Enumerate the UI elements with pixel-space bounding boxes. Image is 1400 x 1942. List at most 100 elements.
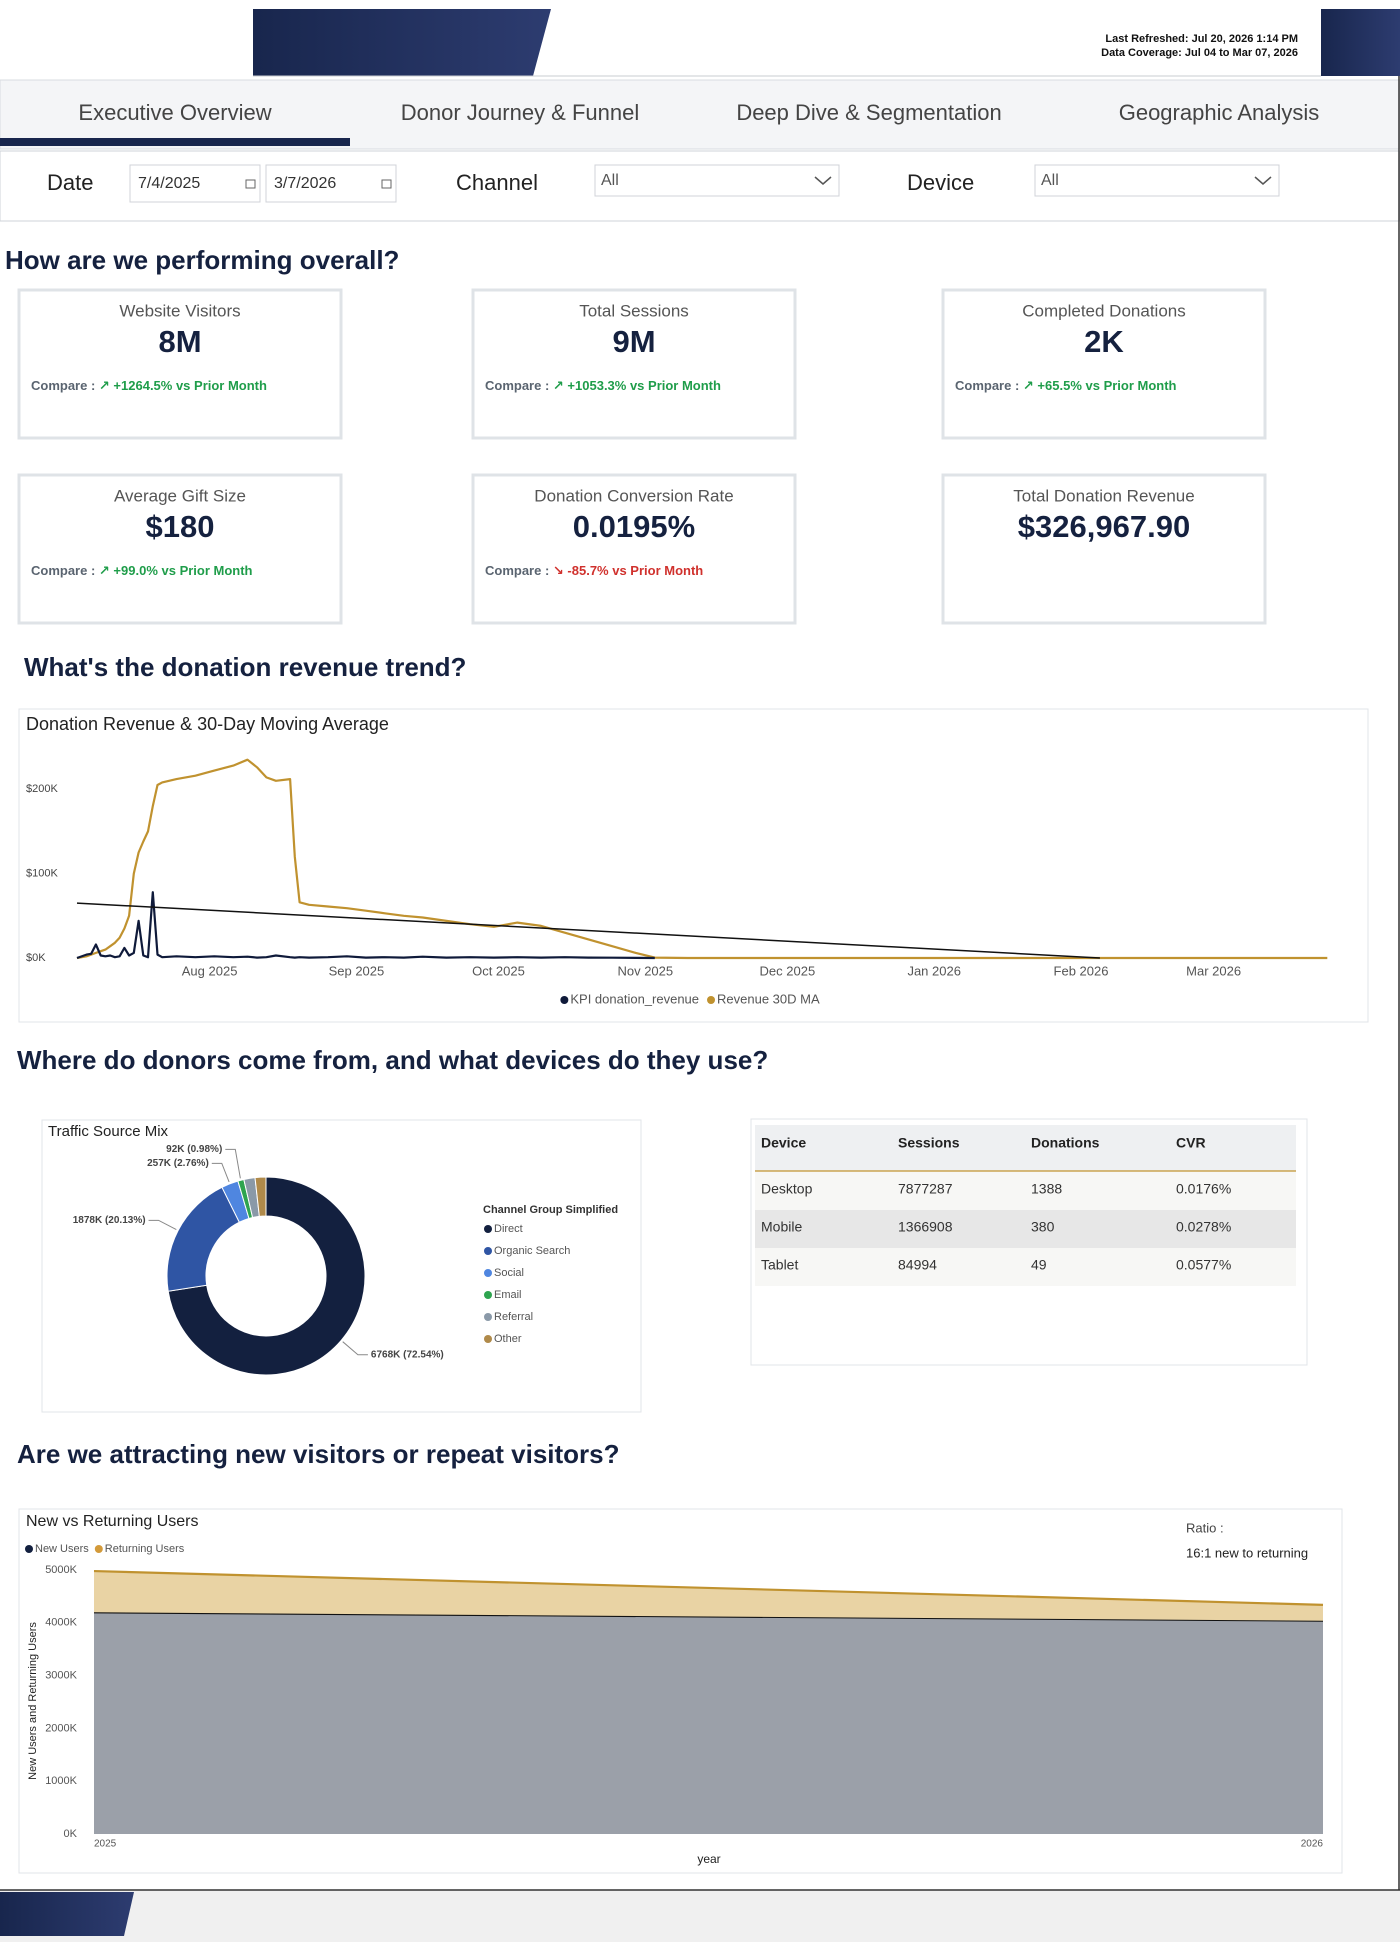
compare-label: Compare : [955,378,1019,393]
date-input[interactable] [265,164,397,203]
kpi-card [471,288,797,440]
table-cell: Tablet [761,1257,798,1273]
dropdown[interactable] [594,164,840,197]
x-tick-label: Jan 2026 [907,963,961,978]
dropdown-value: All [601,172,619,189]
legend-dot [94,1545,103,1553]
kpi-title: Completed Donations [1022,301,1185,320]
table-row [755,1248,1296,1286]
dropdown-chevron [814,176,832,185]
filter-label: Channel [456,170,538,195]
chart-title: Traffic Source Mix [48,1123,169,1140]
legend-label: Referral [494,1311,533,1323]
kpi-value: 2K [1084,324,1124,359]
compare-label: Compare : [485,563,549,578]
calendar-icon [245,179,256,189]
legend-label: Revenue 30D MA [717,991,820,1006]
kpi-value: 0.0195% [573,509,695,544]
dropdown[interactable] [1034,164,1280,197]
table-cell: 1366908 [898,1219,953,1235]
x-tick-label: Dec 2025 [760,963,816,978]
tab[interactable]: Donor Journey & Funnel [401,100,639,125]
header-block [1321,9,1400,76]
x-tick-label: 2026 [1301,1839,1324,1850]
column-header: CVR [1176,1135,1206,1151]
table-cell: 49 [1031,1257,1047,1273]
y-tick-label: $200K [26,783,58,795]
compare-delta: ↗ +65.5% vs Prior Month [1023,378,1177,393]
x-tick-label: Feb 2026 [1054,963,1109,978]
column-header: Donations [1031,1135,1100,1151]
kpi-compare: Compare : ↗ +1053.3% vs Prior Month [485,378,721,393]
last-refreshed: Last Refreshed: Jul 20, 2026 1:14 PM [1105,33,1298,45]
chart-title: New vs Returning Users [26,1513,199,1530]
trend-line [76,902,1100,959]
legend-dot [484,1269,492,1277]
legend-label: Email [494,1289,522,1301]
dropdown-value: All [1041,172,1059,189]
area-line [93,1569,1324,1606]
compare-label: Compare : [31,378,95,393]
table-cell: 0.0278% [1176,1219,1231,1235]
kpi-title: Average Gift Size [114,486,246,505]
kpi-compare: Compare : ↗ +65.5% vs Prior Month [955,378,1177,393]
section-heading: Are we attracting new visitors or repeat… [17,1439,620,1469]
tab[interactable]: Geographic Analysis [1119,100,1320,125]
kpi-card [17,473,343,625]
compare-delta: ↘ -85.7% vs Prior Month [553,563,703,578]
compare-label: Compare : [485,378,549,393]
leader-line [148,1219,177,1231]
legend-label: Other [494,1333,522,1345]
column-header: Device [761,1135,806,1151]
footer [0,1890,1400,1942]
kpi-card [471,473,797,625]
table-header [755,1125,1296,1171]
section-heading: What's the donation revenue trend? [24,652,466,682]
filter-label: Date [47,170,93,195]
y-tick-label: $100K [26,868,58,880]
tab[interactable]: Deep Dive & Segmentation [736,100,1001,125]
data-label: 1878K (20.13%) [73,1215,146,1226]
donut-slice [254,1176,267,1217]
legend-dot [484,1291,492,1299]
series-line [76,758,1328,960]
kpi-card [17,288,343,440]
y-tick-label: 4000K [45,1617,77,1629]
column-header: Sessions [898,1135,960,1151]
date-input[interactable] [129,164,261,203]
y-axis-label: New Users and Returning Users [27,1622,39,1780]
chart-title: Donation Revenue & 30-Day Moving Average [26,714,389,734]
filter-label: Device [907,170,974,195]
legend: KPI donation_revenue Revenue 30D MA [560,991,820,1006]
y-tick-label: 2000K [45,1722,77,1734]
kpi-card [941,473,1267,625]
annotation-title: Ratio : [1186,1520,1224,1535]
date-value: 3/7/2026 [274,175,336,192]
compare-delta: ↗ +1053.3% vs Prior Month [553,378,721,393]
legend-label: Returning Users [105,1543,185,1555]
kpi-value: $180 [146,509,215,544]
data-label: 92K (0.98%) [166,1144,222,1155]
legend-label: Social [494,1267,524,1279]
x-tick-label: Mar 2026 [1186,963,1241,978]
dropdown-chevron [1254,176,1272,185]
data-label: 257K (2.76%) [147,1158,209,1169]
legend-dot [707,996,716,1004]
kpi-card [941,288,1267,440]
y-tick-label: $0K [26,952,46,964]
legend-title: Channel Group Simplified [483,1204,618,1216]
compare-delta: ↗ +1264.5% vs Prior Month [99,378,267,393]
table-cell: 1388 [1031,1181,1062,1197]
table-cell: 0.0176% [1176,1181,1231,1197]
x-tick-label: Nov 2025 [617,963,673,978]
legend-dot [484,1247,492,1255]
compare-label: Compare : [31,563,95,578]
legend-dot [560,996,569,1004]
tab[interactable]: Executive Overview [78,100,271,125]
date-value: 7/4/2025 [138,175,200,192]
footer-block [0,1892,134,1936]
y-tick-label: 3000K [45,1670,77,1682]
table-cell: 380 [1031,1219,1055,1235]
leader-line [225,1148,241,1179]
